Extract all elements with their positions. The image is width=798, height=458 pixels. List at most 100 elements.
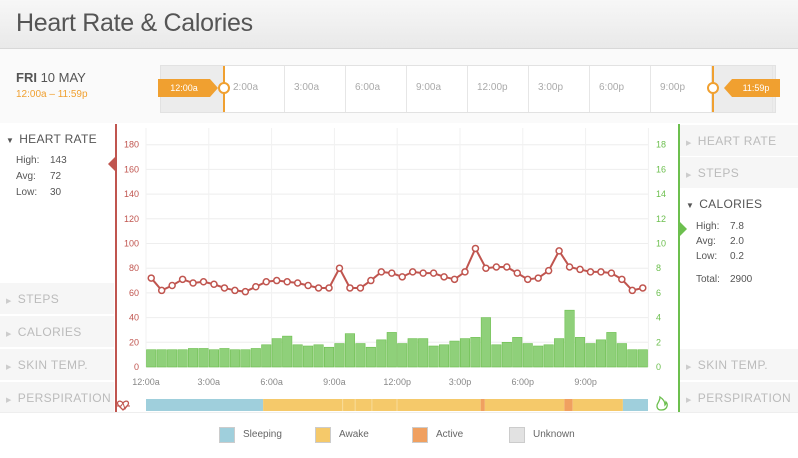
heart-rate-point xyxy=(408,268,417,276)
sidebar-item-steps[interactable]: ▶ STEPS xyxy=(0,282,114,314)
heart-rate-point xyxy=(325,284,333,292)
heart-rate-point xyxy=(513,269,522,277)
pulse-icon xyxy=(117,401,130,411)
heart-rate-calories-chart: 0 20 40 60 80 100 120 140 160 180 0 2 4 6 8 10 12 14 16 18 1… xyxy=(115,124,680,412)
calorie-bar xyxy=(292,344,303,368)
activity-band-segment xyxy=(146,399,264,411)
calorie-bar xyxy=(459,338,471,368)
left-axis-tick-label: 20 xyxy=(129,337,139,347)
selected-date[interactable]: FRI 10 MAY xyxy=(16,70,86,85)
heart-rate-point xyxy=(461,268,469,276)
timeline-scrubber[interactable]: 2:00a 3:00a 6:00a 9:00a 12:00p 3:00p 6:00p 9:00… xyxy=(160,65,776,113)
left-axis-tick-label: 100 xyxy=(124,239,139,249)
timeline-tick xyxy=(589,66,590,112)
legend-label: Unknown xyxy=(533,429,575,440)
chevron-right-icon: ▶ xyxy=(686,172,692,179)
right-axis-tick-label: 2 xyxy=(656,337,661,347)
heart-rate-point xyxy=(523,275,532,284)
timeline-range-marker[interactable] xyxy=(707,66,719,112)
sidebar-item-steps-right[interactable]: ▶ STEPS xyxy=(680,156,798,188)
range-handle-icon xyxy=(218,82,230,94)
heart-rate-point xyxy=(262,278,271,286)
active-pointer-left xyxy=(108,157,115,171)
sidebar-item-perspiration[interactable]: ▶ PERSPIRATION xyxy=(0,381,114,413)
heart-rate-point xyxy=(178,275,187,284)
heart-rate-point xyxy=(503,263,511,271)
heart-rate-point xyxy=(314,284,323,292)
day-of-week: FRI xyxy=(16,70,37,85)
calorie-bar xyxy=(418,338,429,368)
heart-rate-point xyxy=(231,286,239,295)
sidebar-item-calories[interactable]: ▶ CALORIES xyxy=(0,315,114,347)
start-time-handle[interactable]: 12:00a xyxy=(158,79,218,97)
calorie-bar xyxy=(491,344,502,368)
heart-rate-point xyxy=(639,284,647,292)
calorie-bar xyxy=(564,309,575,368)
chevron-right-icon: ▶ xyxy=(6,397,12,404)
timeline-label: 9:00p xyxy=(660,82,686,93)
heart-rate-point xyxy=(157,286,166,295)
legend-swatch xyxy=(412,427,428,443)
calorie-bar xyxy=(439,344,450,368)
app-header: Heart Rate & Calories xyxy=(0,0,798,49)
calorie-bar xyxy=(386,332,397,368)
timeline-tick xyxy=(345,66,346,112)
heart-rate-point xyxy=(252,282,260,291)
end-time-handle[interactable]: 11:59p xyxy=(724,79,780,97)
timeline-label: 6:00a xyxy=(355,82,381,93)
calorie-bar xyxy=(449,340,460,368)
heart-rate-point xyxy=(147,274,155,282)
calorie-bar xyxy=(271,338,282,368)
left-axis-tick-label: 140 xyxy=(124,189,139,199)
heart-rate-point xyxy=(388,269,396,277)
calorie-bar xyxy=(198,348,209,368)
time-range: 12:00a – 11:59p xyxy=(16,89,88,100)
legend-label: Sleeping xyxy=(243,429,282,440)
heart-rate-point xyxy=(450,275,459,284)
sidebar-item-skin-temp[interactable]: ▶ SKIN TEMP. xyxy=(0,348,114,380)
activity-legend: Sleeping Awake Active Unknown xyxy=(0,412,798,458)
calorie-bar xyxy=(355,343,366,368)
calorie-bar xyxy=(313,344,324,368)
calorie-bar xyxy=(543,344,554,368)
x-axis-tick-label: 12:00p xyxy=(383,377,411,387)
chevron-right-icon: ▶ xyxy=(6,364,12,371)
calories-avg: Avg: 2.0 xyxy=(696,236,744,247)
left-axis-tick-label: 80 xyxy=(129,263,139,273)
timeline-range-marker[interactable] xyxy=(218,66,230,112)
heart-rate-point xyxy=(210,280,218,289)
calorie-bar xyxy=(554,338,565,368)
chevron-right-icon: ▶ xyxy=(6,331,12,338)
activity-band-segment xyxy=(480,399,485,411)
timeline-label: 6:00p xyxy=(599,82,625,93)
chevron-right-icon: ▶ xyxy=(686,364,692,371)
heart-rate-point xyxy=(346,284,354,292)
sidebar-item-heart-rate[interactable]: ▶ HEART RATE xyxy=(680,124,798,156)
calorie-bar xyxy=(522,343,533,368)
sidebar-item-skin-temp-right[interactable]: ▶ SKIN TEMP. xyxy=(680,348,798,380)
calorie-bar xyxy=(303,345,314,368)
calorie-bar xyxy=(533,345,544,368)
calorie-bar xyxy=(637,349,648,368)
heart-rate-title[interactable]: ▼ HEART RATE xyxy=(6,132,97,146)
heart-rate-point xyxy=(429,269,438,277)
calorie-bar xyxy=(208,349,220,368)
calorie-bar xyxy=(219,348,230,368)
calorie-bar xyxy=(167,349,178,368)
activity-band-segment xyxy=(564,399,573,411)
heart-rate-point xyxy=(597,268,605,276)
calorie-bar xyxy=(323,346,335,368)
left-axis-tick-label: 120 xyxy=(124,214,139,224)
calorie-bar xyxy=(365,346,376,368)
heart-icon xyxy=(116,400,130,411)
right-axis-tick-label: 4 xyxy=(656,313,661,323)
calorie-bar xyxy=(606,332,617,368)
heart-rate-point xyxy=(565,263,574,271)
heart-rate-point xyxy=(199,278,208,286)
calories-title[interactable]: ▼ CALORIES xyxy=(686,197,763,211)
heart-rate-point xyxy=(618,275,626,284)
heart-rate-point xyxy=(534,274,542,282)
heart-rate-point xyxy=(628,286,637,295)
sidebar-item-perspiration-right[interactable]: ▶ PERSPIRATION xyxy=(680,381,798,413)
calorie-bar xyxy=(250,348,261,368)
